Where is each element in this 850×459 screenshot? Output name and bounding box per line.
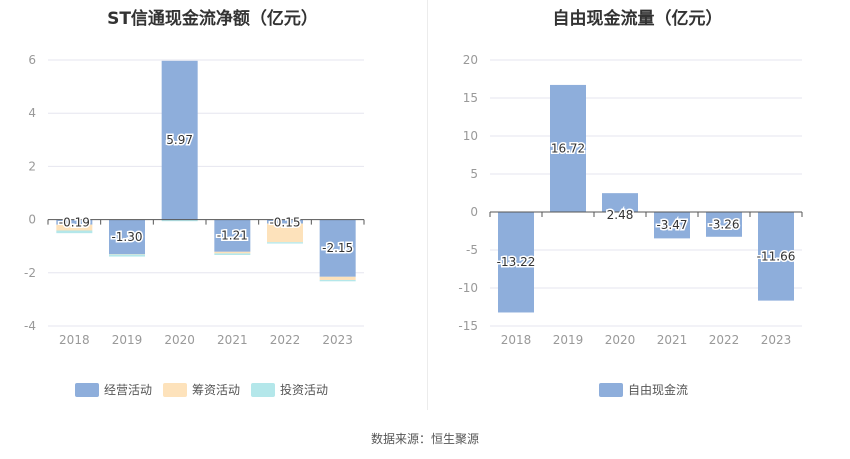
bar bbox=[161, 219, 198, 222]
data-label: 2.48 bbox=[607, 208, 634, 222]
y-tick-label: 10 bbox=[463, 129, 478, 143]
data-label: 16.72 bbox=[551, 141, 585, 155]
bar bbox=[56, 230, 93, 234]
data-label: -0.15 bbox=[269, 216, 300, 230]
bar bbox=[319, 276, 356, 280]
bar bbox=[214, 251, 251, 254]
y-tick-label: -2 bbox=[24, 266, 36, 280]
legend-swatch bbox=[75, 383, 99, 397]
bar bbox=[56, 224, 93, 231]
legend-label: 筹资活动 bbox=[192, 383, 240, 397]
bar bbox=[109, 219, 145, 255]
y-tick-label: 5 bbox=[470, 167, 478, 181]
bar bbox=[498, 212, 534, 313]
bar bbox=[758, 212, 794, 301]
legend-swatch bbox=[251, 383, 275, 397]
legend-swatch bbox=[163, 383, 187, 397]
data-label: -11.66 bbox=[757, 249, 796, 263]
x-tick-label: 2022 bbox=[270, 333, 301, 347]
y-tick-label: 4 bbox=[28, 106, 36, 120]
legend-label: 投资活动 bbox=[280, 382, 328, 397]
bar bbox=[214, 253, 251, 255]
x-tick-label: 2018 bbox=[59, 333, 90, 347]
x-tick-label: 2021 bbox=[657, 333, 688, 347]
bar bbox=[109, 254, 145, 255]
data-label: 5.97 bbox=[166, 133, 193, 147]
y-tick-label: -5 bbox=[466, 243, 478, 257]
x-tick-label: 2022 bbox=[709, 333, 740, 347]
y-tick-label: 20 bbox=[463, 53, 478, 67]
free-cashflow-chart: 自由现金流量（亿元） -15 -10 -5 0 5 10 15 20 2018 2019 2020 2… bbox=[425, 0, 850, 420]
bar bbox=[214, 219, 251, 252]
net-cashflow-chart: ST信通现金流净额（亿元） -4 -2 0 2 4 6 2018 2019 2020 2021 20… bbox=[0, 0, 425, 420]
x-tick-label: 2020 bbox=[605, 333, 636, 347]
x-tick-label: 2019 bbox=[553, 333, 584, 347]
y-tick-label: 0 bbox=[470, 205, 478, 219]
net-cashflow-chart-svg: -4 -2 0 2 4 6 2018 2019 2020 2021 2022 2023 -0.19 -1.… bbox=[24, 53, 365, 397]
y-tick-label: -15 bbox=[458, 319, 478, 333]
bar bbox=[267, 223, 303, 243]
data-label: -2.15 bbox=[322, 241, 353, 255]
y-tick-label: -4 bbox=[24, 319, 36, 333]
y-tick-label: 0 bbox=[28, 213, 36, 227]
chart-title: 自由现金流量（亿元） bbox=[552, 9, 723, 29]
bar bbox=[56, 219, 93, 225]
free-cashflow-chart-svg: -15 -10 -5 0 5 10 15 20 2018 2019 2020 2021 2022 2023… bbox=[458, 53, 803, 397]
bar bbox=[319, 279, 356, 282]
data-source: 数据来源：恒生聚源 bbox=[370, 432, 479, 446]
bar bbox=[267, 219, 303, 224]
bar bbox=[267, 242, 303, 244]
legend-swatch bbox=[599, 383, 623, 397]
x-tick-label: 2021 bbox=[217, 333, 248, 347]
y-tick-label: 2 bbox=[28, 159, 36, 173]
panel-divider bbox=[427, 0, 428, 410]
bar bbox=[109, 254, 145, 257]
data-label: -3.26 bbox=[708, 217, 739, 231]
bar bbox=[550, 84, 586, 212]
y-tick-label: -10 bbox=[458, 281, 478, 295]
bar bbox=[319, 219, 356, 277]
x-tick-label: 2023 bbox=[322, 333, 353, 347]
data-label: -13.22 bbox=[497, 255, 536, 269]
chart-title: ST信通现金流净额（亿元） bbox=[107, 9, 318, 29]
y-tick-label: 6 bbox=[28, 53, 36, 67]
y-tick-label: 15 bbox=[463, 91, 478, 105]
bar bbox=[654, 212, 690, 239]
x-tick-label: 2020 bbox=[164, 333, 195, 347]
data-label: -1.21 bbox=[217, 229, 248, 243]
data-label: -0.19 bbox=[59, 216, 90, 230]
x-tick-label: 2018 bbox=[501, 333, 532, 347]
x-tick-label: 2019 bbox=[112, 333, 143, 347]
bar bbox=[706, 212, 742, 237]
x-tick-label: 2023 bbox=[761, 333, 792, 347]
data-label: -3.47 bbox=[656, 218, 687, 232]
bar bbox=[602, 193, 638, 212]
legend-label: 自由现金流 bbox=[628, 382, 688, 397]
legend-label: 经营活动 bbox=[104, 383, 152, 397]
bar bbox=[161, 60, 198, 220]
data-label: -1.30 bbox=[111, 230, 142, 244]
